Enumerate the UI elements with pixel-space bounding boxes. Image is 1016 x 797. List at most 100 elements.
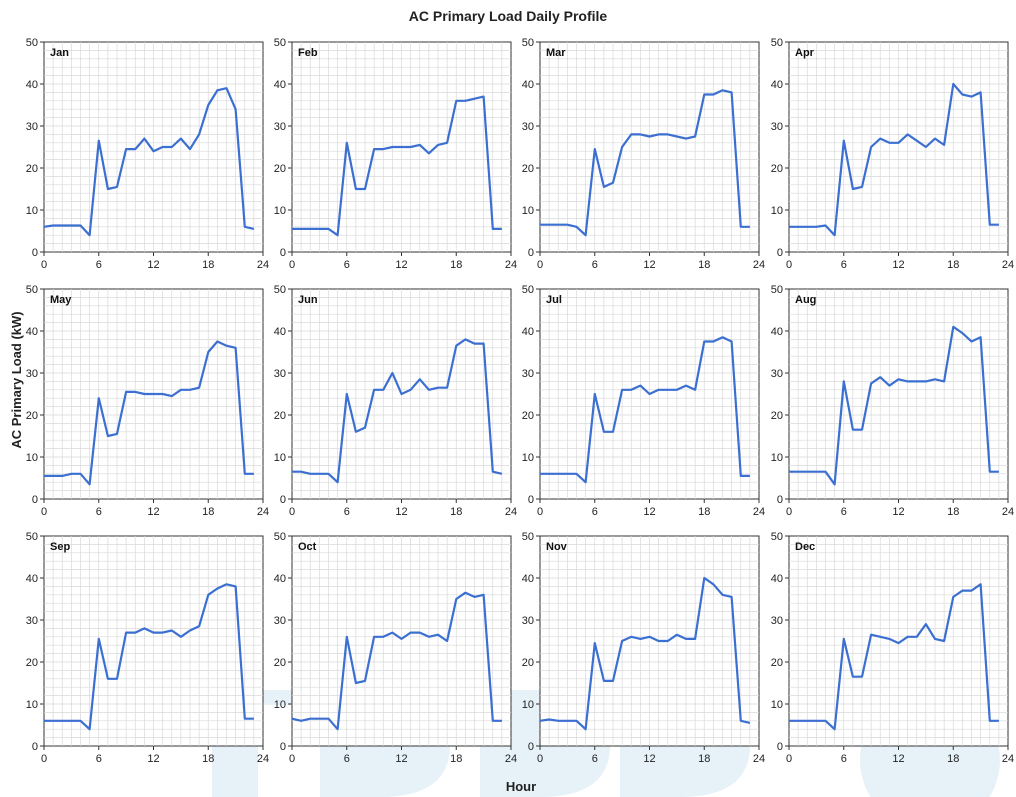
y-tick-label: 50 [771,284,783,296]
y-tick-label: 40 [522,79,534,91]
y-tick-label: 20 [274,163,286,175]
x-tick-label: 6 [841,506,847,518]
x-tick-label: 6 [344,753,350,765]
y-tick-label: 10 [522,452,534,464]
y-tick-label: 50 [26,37,38,49]
x-tick-label: 18 [202,259,214,271]
y-tick-label: 0 [32,741,38,753]
y-tick-label: 10 [274,699,286,711]
x-tick-label: 12 [892,753,904,765]
x-tick-label: 0 [289,753,295,765]
y-tick-label: 0 [32,494,38,506]
panel-feb: 0 10 20 30 40 50 0 6 12 18 24 Feb [274,37,517,271]
y-tick-label: 0 [777,247,783,259]
y-tick-label: 50 [26,531,38,543]
y-tick-label: 40 [26,573,38,585]
load-line-mar [540,89,750,237]
y-tick-label: 10 [771,699,783,711]
y-tick-label: 30 [274,368,286,380]
y-tick-label: 10 [522,205,534,217]
y-tick-label: 20 [522,163,534,175]
y-tick-label: 30 [26,368,38,380]
x-tick-label: 0 [289,259,295,271]
y-tick-label: 40 [26,326,38,338]
x-tick-label: 12 [892,259,904,271]
x-tick-label: 0 [786,506,792,518]
load-line-apr [789,82,999,237]
y-tick-label: 40 [26,79,38,91]
load-line-feb [292,95,502,237]
x-tick-label: 6 [96,506,102,518]
x-tick-label: 12 [643,506,655,518]
y-tick-label: 20 [274,657,286,669]
x-tick-label: 24 [1002,506,1014,518]
y-tick-label: 0 [777,741,783,753]
x-tick-label: 24 [1002,753,1014,765]
y-axis-label: AC Primary Load (kW) [9,311,24,448]
x-tick-label: 24 [753,506,765,518]
y-tick-label: 30 [771,368,783,380]
y-tick-label: 20 [26,410,38,422]
y-tick-label: 10 [274,452,286,464]
x-tick-label: 18 [947,506,959,518]
y-tick-label: 10 [26,699,38,711]
y-tick-label: 30 [771,121,783,133]
x-tick-label: 18 [450,506,462,518]
panel-month-label: Oct [298,541,317,553]
panel-month-label: Aug [795,294,816,306]
panel-month-label: Jan [50,47,69,59]
x-tick-label: 24 [505,753,517,765]
load-line-jul [540,336,750,484]
y-tick-label: 50 [522,284,534,296]
y-tick-label: 20 [771,163,783,175]
x-tick-label: 18 [202,753,214,765]
panel-apr: 0 10 20 30 40 50 0 6 12 18 24 Apr [771,37,1014,271]
panel-grid: 0 10 20 30 40 50 0 6 12 18 24 Jan 0 10 20 30 40 50 0 6 12 18 2… [26,37,1014,765]
x-tick-label: 18 [947,259,959,271]
x-tick-label: 24 [505,259,517,271]
x-tick-label: 18 [450,259,462,271]
y-tick-label: 0 [528,247,534,259]
x-tick-label: 18 [698,259,710,271]
x-tick-label: 0 [786,753,792,765]
x-tick-label: 12 [643,753,655,765]
x-tick-label: 12 [147,259,159,271]
x-tick-label: 6 [841,259,847,271]
x-tick-label: 12 [147,753,159,765]
panel-gridlines [540,42,759,252]
x-tick-label: 12 [643,259,655,271]
load-line-oct [291,591,502,731]
y-tick-label: 40 [274,326,286,338]
load-line-aug [789,325,999,486]
chart-title: AC Primary Load Daily Profile [409,8,608,24]
y-tick-label: 20 [274,410,286,422]
panel-mar: 0 10 20 30 40 50 0 6 12 18 24 Mar [522,37,765,271]
panel-aug: 0 10 20 30 40 50 0 6 12 18 24 Aug [771,284,1014,518]
x-tick-label: 0 [537,753,543,765]
panel-month-label: Jun [298,294,318,306]
panel-month-label: Dec [795,541,815,553]
panel-month-label: Sep [50,541,70,553]
y-tick-label: 20 [26,657,38,669]
y-tick-label: 10 [26,452,38,464]
y-tick-label: 30 [26,615,38,627]
y-tick-label: 30 [274,121,286,133]
y-tick-label: 0 [528,741,534,753]
x-tick-label: 6 [344,506,350,518]
y-tick-label: 20 [522,657,534,669]
y-tick-label: 20 [522,410,534,422]
load-line-nov [539,576,751,731]
x-tick-label: 0 [41,259,47,271]
panel-gridlines [44,536,263,746]
x-tick-label: 6 [96,259,102,271]
y-tick-label: 30 [522,121,534,133]
x-tick-label: 24 [505,506,517,518]
panel-gridlines [292,289,511,499]
x-tick-label: 0 [41,753,47,765]
x-tick-label: 6 [592,506,598,518]
panel-jun: 0 10 20 30 40 50 0 6 12 18 24 Jun [274,284,517,518]
y-tick-label: 0 [280,494,286,506]
y-tick-label: 50 [274,531,286,543]
x-tick-label: 0 [41,506,47,518]
